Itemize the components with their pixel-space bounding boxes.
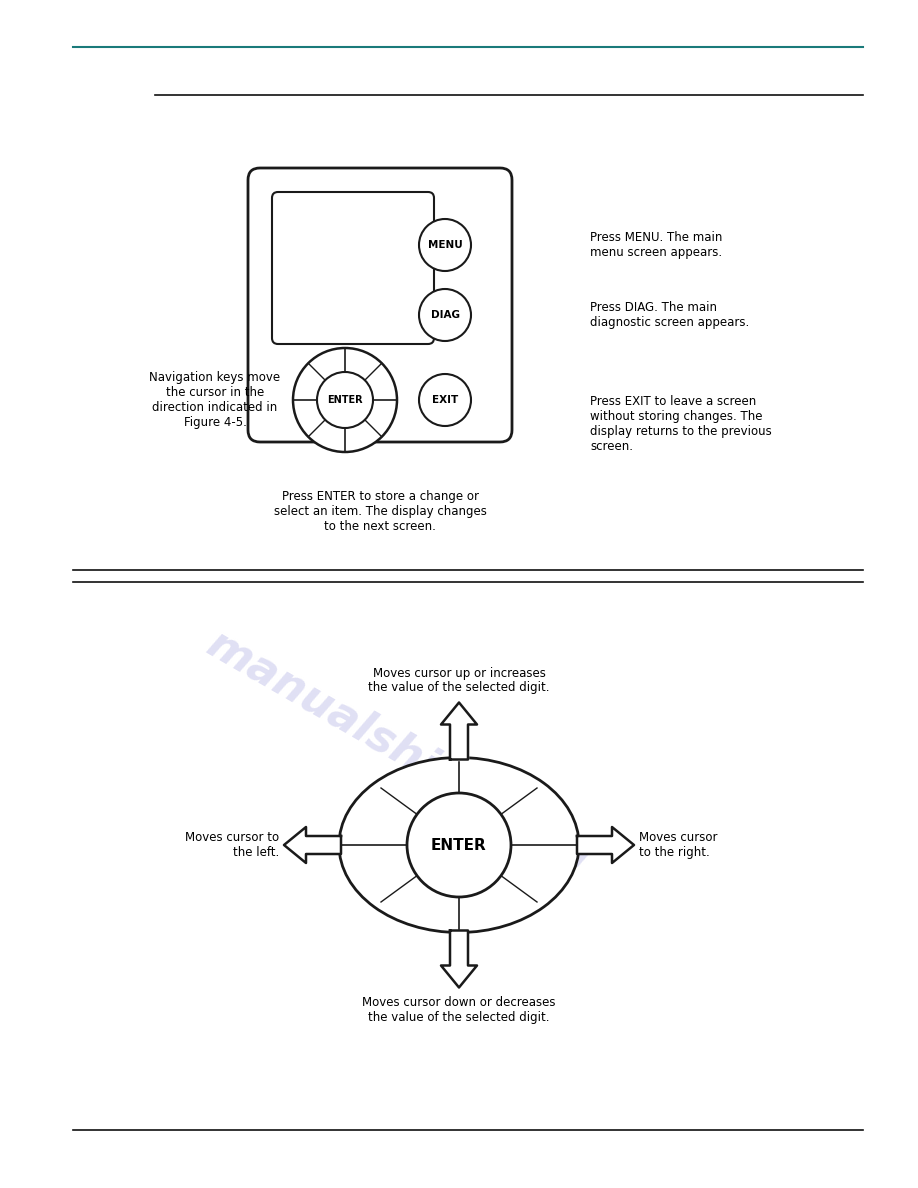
Polygon shape xyxy=(441,930,477,987)
Circle shape xyxy=(407,794,511,897)
Polygon shape xyxy=(577,827,634,862)
Text: Moves cursor up or increases
the value of the selected digit.: Moves cursor up or increases the value o… xyxy=(368,666,550,695)
Text: ENTER: ENTER xyxy=(327,394,363,405)
Text: EXIT: EXIT xyxy=(431,394,458,405)
Polygon shape xyxy=(284,827,341,862)
Circle shape xyxy=(419,374,471,426)
Text: Press DIAG. The main
diagnostic screen appears.: Press DIAG. The main diagnostic screen a… xyxy=(590,301,749,329)
Text: Moves cursor
to the right.: Moves cursor to the right. xyxy=(639,830,718,859)
Text: Press MENU. The main
menu screen appears.: Press MENU. The main menu screen appears… xyxy=(590,230,722,259)
Text: DIAG: DIAG xyxy=(431,310,460,320)
Text: Press ENTER to store a change or
select an item. The display changes
to the next: Press ENTER to store a change or select … xyxy=(274,489,487,533)
Circle shape xyxy=(317,372,373,428)
Text: Moves cursor down or decreases
the value of the selected digit.: Moves cursor down or decreases the value… xyxy=(363,996,555,1024)
Ellipse shape xyxy=(339,758,579,933)
Text: manualshive.com: manualshive.com xyxy=(200,623,600,878)
Text: Moves cursor to
the left.: Moves cursor to the left. xyxy=(185,830,279,859)
FancyBboxPatch shape xyxy=(272,192,434,345)
Text: Press EXIT to leave a screen
without storing changes. The
display returns to the: Press EXIT to leave a screen without sto… xyxy=(590,394,772,453)
Circle shape xyxy=(419,219,471,271)
Polygon shape xyxy=(450,725,468,759)
Circle shape xyxy=(419,289,471,341)
Polygon shape xyxy=(441,702,477,725)
Text: Navigation keys move
the cursor in the
direction indicated in
Figure 4-5.: Navigation keys move the cursor in the d… xyxy=(150,371,281,429)
Circle shape xyxy=(293,348,397,451)
Text: MENU: MENU xyxy=(428,240,463,249)
FancyBboxPatch shape xyxy=(248,168,512,442)
Text: ENTER: ENTER xyxy=(431,838,487,853)
